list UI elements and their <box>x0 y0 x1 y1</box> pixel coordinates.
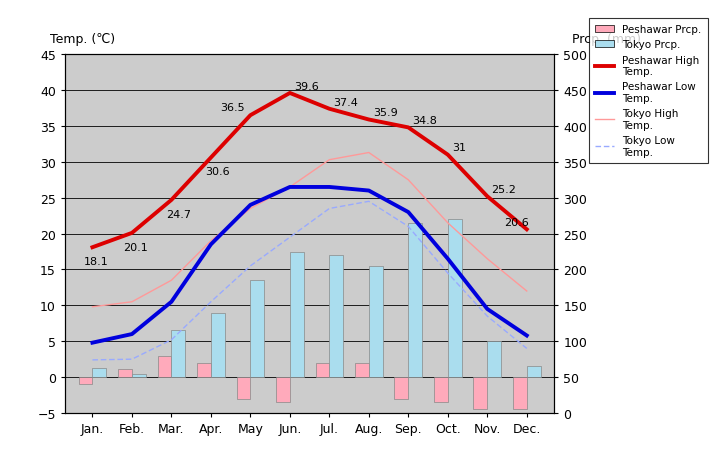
Bar <box>197 363 211 377</box>
Bar <box>237 377 251 399</box>
Text: 35.9: 35.9 <box>373 108 397 118</box>
Bar <box>355 363 369 377</box>
Text: 34.8: 34.8 <box>413 116 437 126</box>
Text: Temp. (℃): Temp. (℃) <box>50 33 115 46</box>
Text: 37.4: 37.4 <box>333 97 359 107</box>
Text: 36.5: 36.5 <box>220 102 245 112</box>
Text: 30.6: 30.6 <box>205 167 230 177</box>
Text: 24.7: 24.7 <box>166 209 191 219</box>
Text: 31: 31 <box>452 143 466 153</box>
Bar <box>527 367 541 377</box>
Text: 20.1: 20.1 <box>124 242 148 252</box>
Bar <box>276 377 290 403</box>
Bar <box>408 224 422 377</box>
Legend: Peshawar Prcp., Tokyo Prcp., Peshawar High
Temp., Peshawar Low
Temp., Tokyo High: Peshawar Prcp., Tokyo Prcp., Peshawar Hi… <box>589 19 708 163</box>
Bar <box>369 266 382 377</box>
Bar <box>158 356 171 377</box>
Text: 39.6: 39.6 <box>294 82 319 92</box>
Bar <box>474 377 487 409</box>
Bar <box>290 252 304 377</box>
Bar <box>251 280 264 377</box>
Bar <box>211 313 225 377</box>
Text: 18.1: 18.1 <box>84 256 109 266</box>
Bar <box>448 220 462 377</box>
Bar <box>171 331 185 377</box>
Bar <box>395 377 408 399</box>
Text: 25.2: 25.2 <box>492 185 516 195</box>
Bar <box>513 377 527 409</box>
Text: Prcp. (mm): Prcp. (mm) <box>572 33 642 46</box>
Bar <box>487 341 501 377</box>
Bar <box>315 363 329 377</box>
Bar <box>78 377 92 385</box>
Text: 20.6: 20.6 <box>505 218 529 228</box>
Bar <box>118 369 132 377</box>
Bar <box>434 377 448 403</box>
Bar <box>329 256 343 377</box>
Bar <box>132 374 145 377</box>
Bar <box>92 368 107 377</box>
